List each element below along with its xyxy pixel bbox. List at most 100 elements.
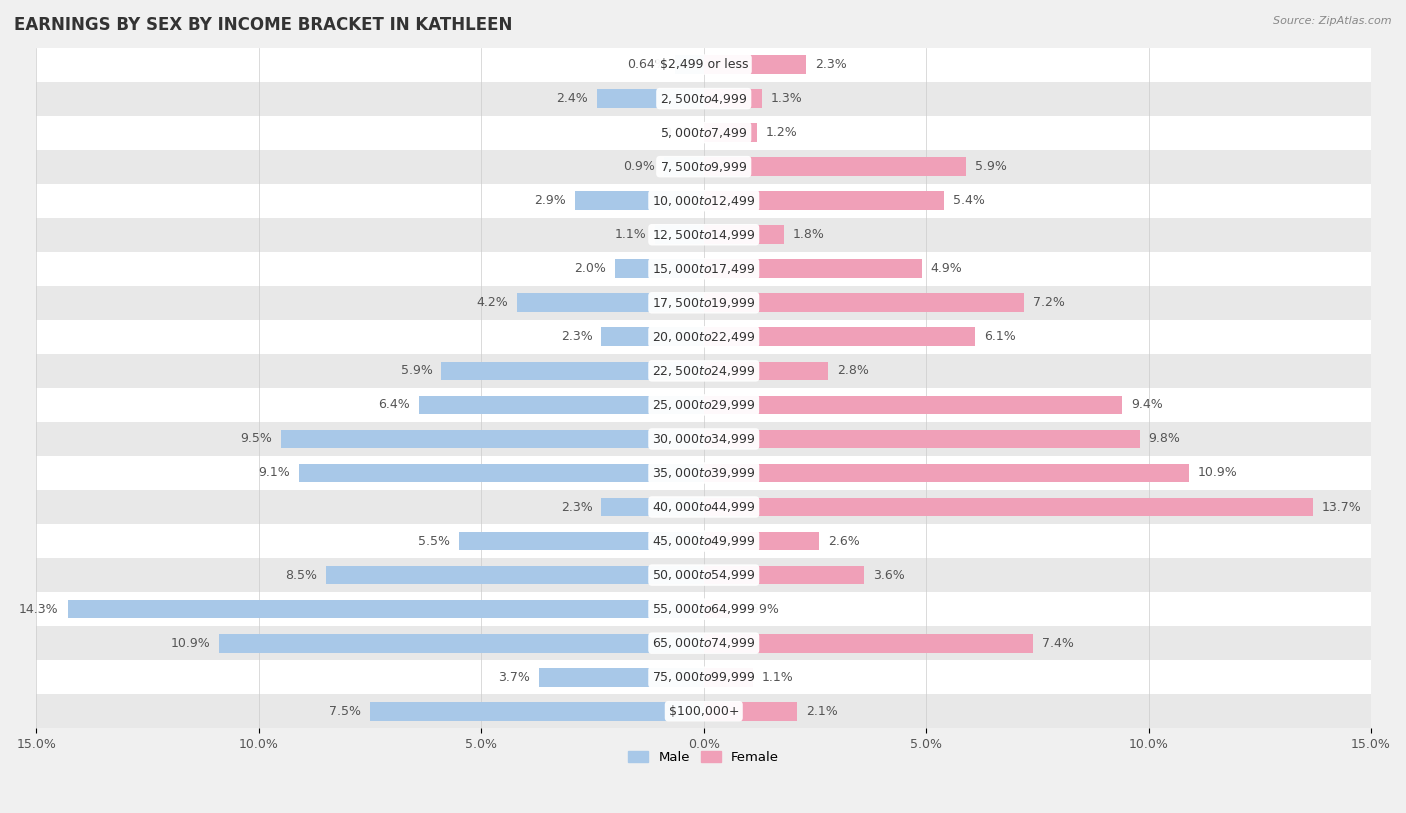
Bar — [37, 320, 1371, 354]
Bar — [326, 566, 704, 585]
Bar — [37, 252, 1371, 286]
Bar — [704, 566, 863, 585]
Text: $17,500 to $19,999: $17,500 to $19,999 — [652, 296, 755, 310]
Text: $55,000 to $64,999: $55,000 to $64,999 — [652, 602, 755, 616]
Bar — [704, 702, 797, 720]
Bar — [704, 463, 1188, 482]
Text: $5,000 to $7,499: $5,000 to $7,499 — [659, 126, 748, 140]
Text: 2.6%: 2.6% — [828, 535, 860, 547]
Text: 2.1%: 2.1% — [806, 705, 838, 718]
Bar — [704, 124, 758, 142]
Text: 6.1%: 6.1% — [984, 330, 1015, 343]
Text: Source: ZipAtlas.com: Source: ZipAtlas.com — [1274, 16, 1392, 26]
Bar — [704, 498, 1313, 516]
Bar — [67, 600, 704, 619]
Text: 5.4%: 5.4% — [953, 194, 984, 207]
Bar — [37, 286, 1371, 320]
Bar — [419, 396, 704, 415]
Bar — [704, 225, 783, 244]
Bar — [37, 47, 1371, 81]
Bar — [37, 422, 1371, 456]
Text: $45,000 to $49,999: $45,000 to $49,999 — [652, 534, 755, 548]
Bar — [704, 362, 828, 380]
Bar — [37, 592, 1371, 626]
Text: $30,000 to $34,999: $30,000 to $34,999 — [652, 432, 755, 446]
Text: 14.3%: 14.3% — [20, 602, 59, 615]
Bar — [37, 626, 1371, 660]
Text: 2.4%: 2.4% — [557, 92, 588, 105]
Bar — [460, 532, 704, 550]
Bar — [37, 115, 1371, 150]
Bar — [370, 702, 704, 720]
Text: $2,500 to $4,999: $2,500 to $4,999 — [659, 92, 748, 106]
Bar — [37, 456, 1371, 490]
Bar — [704, 157, 966, 176]
Bar — [517, 293, 704, 312]
Bar — [704, 259, 922, 278]
Bar — [704, 532, 820, 550]
Text: 1.2%: 1.2% — [766, 126, 797, 139]
Text: $12,500 to $14,999: $12,500 to $14,999 — [652, 228, 755, 241]
Bar — [37, 218, 1371, 252]
Bar — [602, 498, 704, 516]
Text: 8.5%: 8.5% — [285, 568, 316, 581]
Text: 0.9%: 0.9% — [623, 160, 655, 173]
Bar — [37, 524, 1371, 558]
Text: $2,499 or less: $2,499 or less — [659, 58, 748, 71]
Text: 2.0%: 2.0% — [574, 263, 606, 276]
Text: 3.7%: 3.7% — [498, 671, 530, 684]
Text: $22,500 to $24,999: $22,500 to $24,999 — [652, 364, 755, 378]
Bar — [37, 660, 1371, 694]
Text: 10.9%: 10.9% — [1198, 467, 1237, 480]
Bar — [704, 429, 1140, 448]
Text: $100,000+: $100,000+ — [668, 705, 740, 718]
Text: $65,000 to $74,999: $65,000 to $74,999 — [652, 636, 755, 650]
Text: $15,000 to $17,499: $15,000 to $17,499 — [652, 262, 755, 276]
Text: 7.2%: 7.2% — [1033, 296, 1064, 309]
Text: $7,500 to $9,999: $7,500 to $9,999 — [659, 159, 748, 174]
Text: 1.1%: 1.1% — [614, 228, 645, 241]
Bar — [37, 354, 1371, 388]
Text: 2.3%: 2.3% — [815, 58, 846, 71]
Bar — [704, 396, 1122, 415]
Text: 2.3%: 2.3% — [561, 501, 592, 514]
Bar — [704, 293, 1024, 312]
Legend: Male, Female: Male, Female — [623, 746, 785, 769]
Text: $40,000 to $44,999: $40,000 to $44,999 — [652, 500, 755, 514]
Bar — [704, 634, 1033, 653]
Text: 5.9%: 5.9% — [976, 160, 1007, 173]
Text: 1.1%: 1.1% — [762, 671, 793, 684]
Bar — [37, 388, 1371, 422]
Text: 9.8%: 9.8% — [1149, 433, 1181, 446]
Text: 0.0%: 0.0% — [662, 126, 695, 139]
Bar — [441, 362, 704, 380]
Bar — [37, 150, 1371, 184]
Text: $35,000 to $39,999: $35,000 to $39,999 — [652, 466, 755, 480]
Text: 1.3%: 1.3% — [770, 92, 803, 105]
Bar — [299, 463, 704, 482]
Text: EARNINGS BY SEX BY INCOME BRACKET IN KATHLEEN: EARNINGS BY SEX BY INCOME BRACKET IN KAT… — [14, 16, 512, 34]
Text: $10,000 to $12,499: $10,000 to $12,499 — [652, 193, 755, 207]
Text: 2.8%: 2.8% — [837, 364, 869, 377]
Bar — [37, 558, 1371, 592]
Bar — [704, 600, 730, 619]
Text: 0.59%: 0.59% — [740, 602, 779, 615]
Text: 10.9%: 10.9% — [170, 637, 209, 650]
Text: 2.9%: 2.9% — [534, 194, 565, 207]
Text: 9.1%: 9.1% — [259, 467, 290, 480]
Text: 5.5%: 5.5% — [418, 535, 450, 547]
Text: $20,000 to $22,499: $20,000 to $22,499 — [652, 330, 755, 344]
Bar — [704, 191, 943, 210]
Text: 7.5%: 7.5% — [329, 705, 361, 718]
Bar — [575, 191, 704, 210]
Bar — [37, 81, 1371, 115]
Text: 2.3%: 2.3% — [561, 330, 592, 343]
Text: 4.2%: 4.2% — [477, 296, 508, 309]
Bar — [37, 490, 1371, 524]
Bar — [655, 225, 704, 244]
Text: 6.4%: 6.4% — [378, 398, 411, 411]
Bar — [37, 184, 1371, 218]
Bar — [538, 667, 704, 686]
Bar — [664, 157, 704, 176]
Bar — [602, 328, 704, 346]
